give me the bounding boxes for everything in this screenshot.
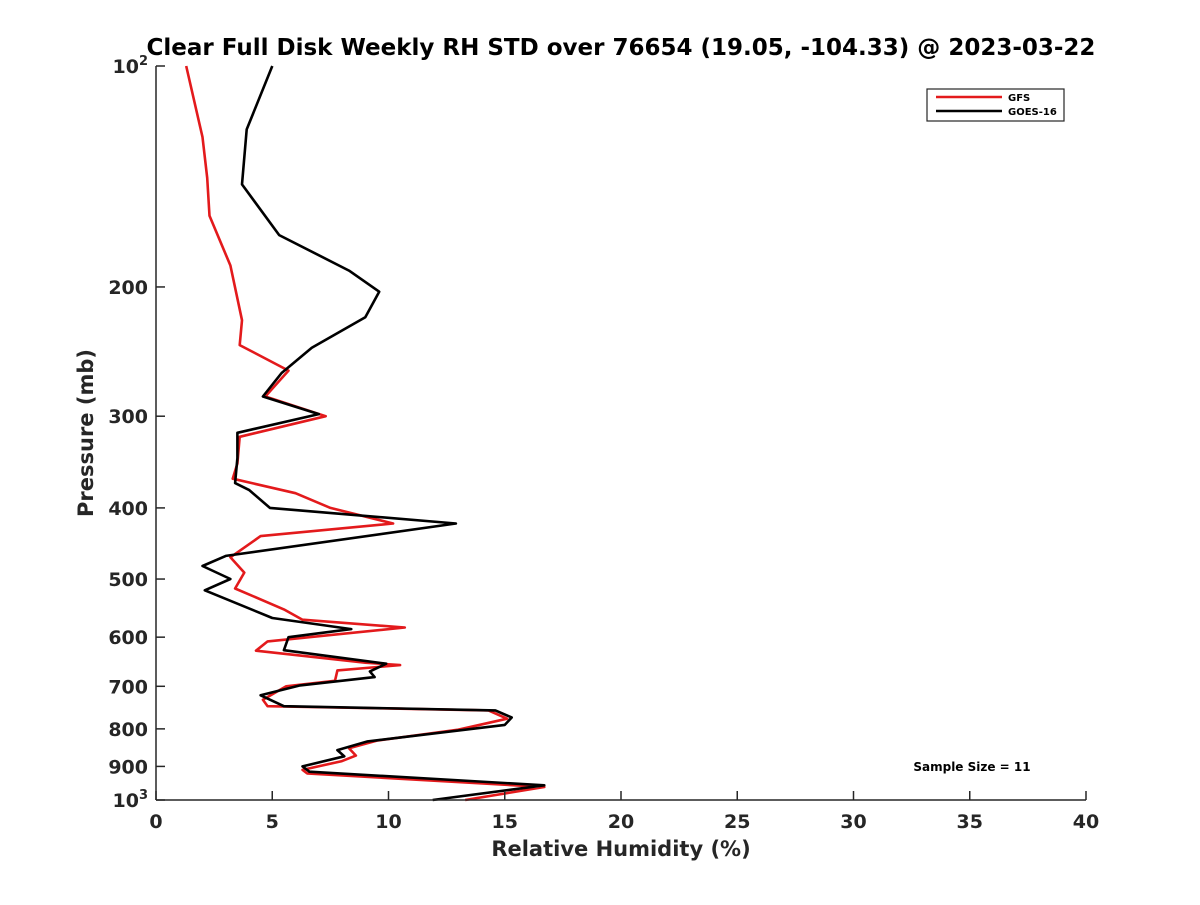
y-tick-label: 800	[108, 719, 148, 741]
x-tick-label: 40	[1073, 811, 1099, 833]
y-tick-label: 900	[108, 756, 148, 778]
x-tick-label: 35	[957, 811, 983, 833]
legend-label-gfs: GFS	[1008, 93, 1030, 104]
sample-size-annotation: Sample Size = 11	[913, 760, 1030, 774]
x-tick-label: 15	[492, 811, 518, 833]
x-tick-label: 0	[149, 811, 162, 833]
y-tick-label: 600	[108, 627, 148, 649]
y-tick-label: 500	[108, 569, 148, 591]
legend-label-goes16: GOES-16	[1008, 107, 1057, 118]
plot-area	[156, 66, 1086, 800]
x-tick-label: 25	[724, 811, 750, 833]
y-axis-label: Pressure (mb)	[74, 349, 98, 517]
y-tick-label: 400	[108, 498, 148, 520]
legend-box	[926, 88, 1065, 122]
series-line-goes16	[201, 65, 546, 802]
y-axis-ticks: 102 200 300 400 500 600 700 800 900 103	[108, 54, 165, 812]
x-tick-label: 30	[840, 811, 866, 833]
x-tick-label: 5	[266, 811, 279, 833]
legend: GFS GOES-16	[926, 88, 1065, 122]
y-tick-label: 102	[113, 54, 149, 78]
chart-title: Clear Full Disk Weekly RH STD over 76654…	[147, 35, 1096, 61]
x-axis-label: Relative Humidity (%)	[491, 837, 750, 861]
series-layer	[184, 65, 546, 802]
y-tick-label: 103	[113, 788, 149, 812]
x-tick-label: 10	[375, 811, 401, 833]
x-axis-ticks: 0 5 10 15 20 25 30 35 40	[149, 791, 1099, 833]
y-tick-label: 200	[108, 277, 148, 299]
y-tick-label: 300	[108, 406, 148, 428]
x-tick-label: 20	[608, 811, 634, 833]
y-tick-label: 700	[108, 676, 148, 698]
